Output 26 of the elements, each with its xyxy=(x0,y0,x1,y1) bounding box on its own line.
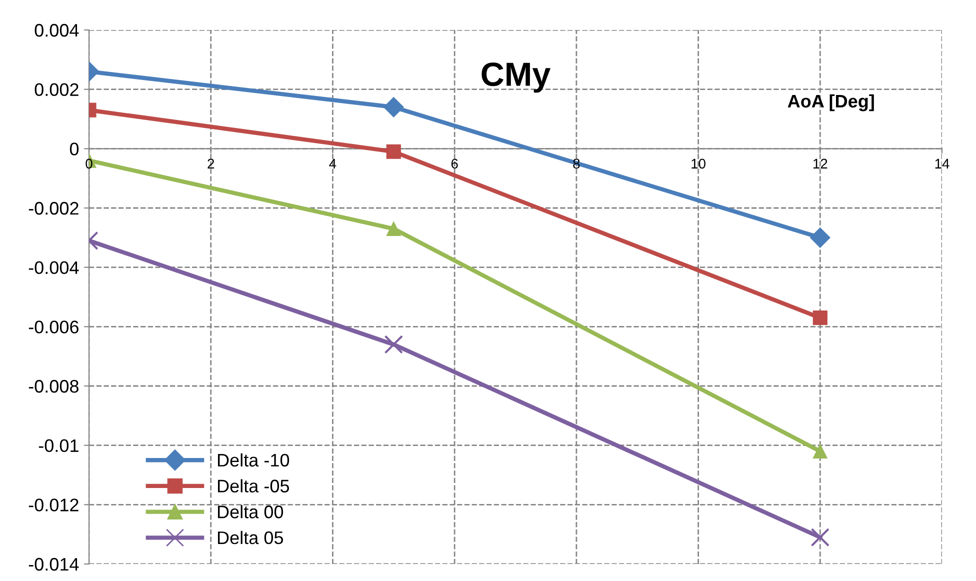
x-tick-label: 12 xyxy=(813,158,828,168)
legend-label: Delta 00 xyxy=(218,505,284,518)
y-tick-label: 0.004 xyxy=(34,24,79,37)
y-tick-label: -0.01 xyxy=(38,439,78,452)
y-tick-label: 0 xyxy=(70,142,79,156)
y-tick-label: -0.014 xyxy=(28,558,79,571)
y-tick-label: -0.006 xyxy=(28,320,78,334)
x-tick-label: 14 xyxy=(935,158,950,168)
y-tick-label: -0.012 xyxy=(28,498,78,512)
point xyxy=(810,227,830,248)
point xyxy=(812,310,828,326)
legend-label: Delta 05 xyxy=(218,530,284,544)
x-tick-label: 6 xyxy=(451,158,458,169)
x-tick-label: 4 xyxy=(329,158,336,168)
point xyxy=(812,444,828,459)
legend-label: Delta -05 xyxy=(218,479,290,492)
legend-label: Delta -10 xyxy=(218,453,290,467)
y-tick-label: 0.002 xyxy=(34,83,78,96)
point xyxy=(810,528,830,547)
y-tick-label: -0.008 xyxy=(28,380,78,393)
x-tick-label: 2 xyxy=(208,158,214,168)
x-axis-title: AoA [Deg] xyxy=(788,94,874,112)
y-tick-label: -0.004 xyxy=(28,261,79,274)
x-tick-label: 10 xyxy=(692,158,706,169)
y-tick-label: -0.002 xyxy=(28,202,78,215)
text: CMy xyxy=(482,62,551,93)
